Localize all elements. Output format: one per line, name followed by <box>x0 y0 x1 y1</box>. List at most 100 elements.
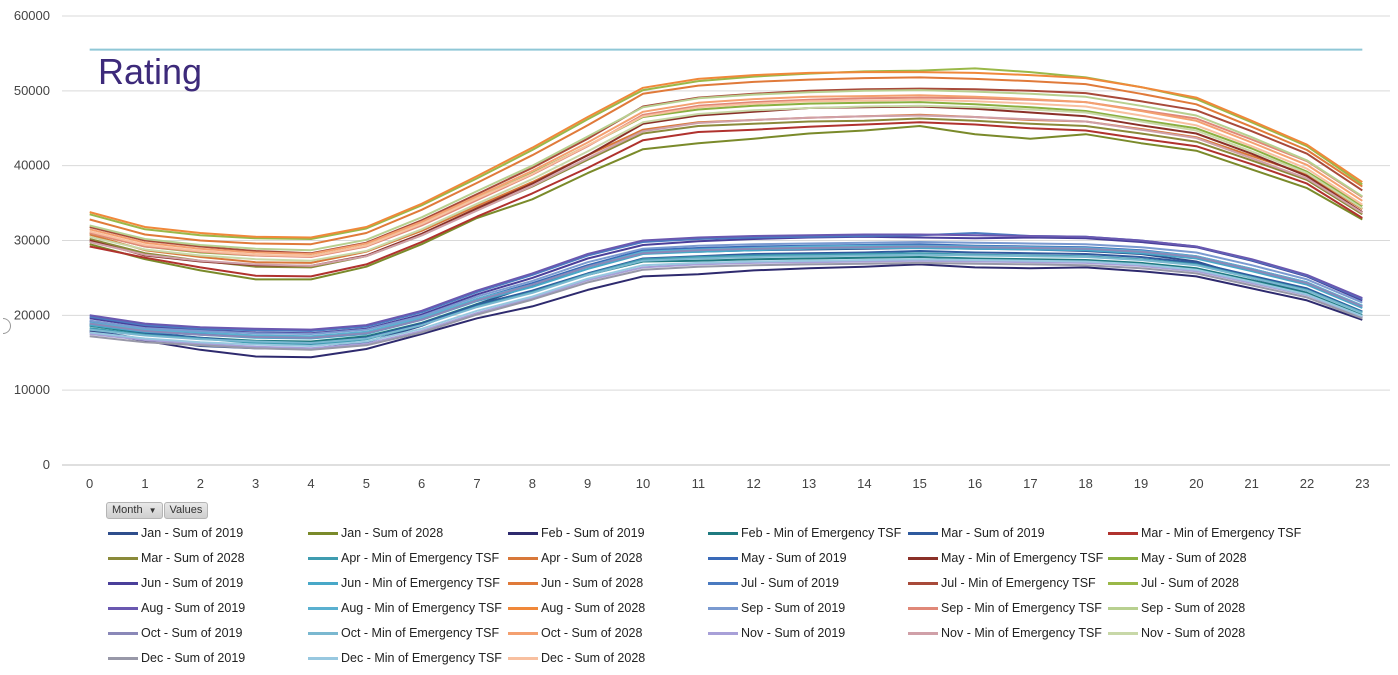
legend-swatch <box>308 531 338 535</box>
legend-swatch <box>508 656 538 660</box>
series-line <box>89 71 1363 239</box>
series-line <box>89 89 1363 252</box>
legend-swatch <box>308 606 338 610</box>
series-line <box>89 121 1363 278</box>
legend-label: Mar - Min of Emergency TSF <box>1141 526 1302 540</box>
legend-swatch <box>308 581 338 585</box>
legend-label: Oct - Sum of 2028 <box>541 626 643 640</box>
series-line <box>89 241 1363 335</box>
legend-label: Dec - Sum of 2019 <box>141 651 246 665</box>
legend-item: Aug - Min of Emergency TSF <box>308 599 508 617</box>
series-line <box>89 253 1363 344</box>
legend-label: Jun - Min of Emergency TSF <box>341 576 500 590</box>
legend-label: Aug - Min of Emergency TSF <box>341 601 502 615</box>
legend-item: May - Sum of 2019 <box>708 549 908 567</box>
legend-label: Jan - Sum of 2019 <box>141 526 244 540</box>
legend-item: May - Sum of 2028 <box>1108 549 1308 567</box>
legend-swatch <box>308 556 338 560</box>
x-tick-label: 6 <box>418 476 425 491</box>
legend-label: Apr - Sum of 2028 <box>541 551 643 565</box>
legend-item: Apr - Min of Emergency TSF <box>308 549 508 567</box>
legend-item: Feb - Sum of 2019 <box>508 524 708 542</box>
legend-item: May - Min of Emergency TSF <box>908 549 1108 567</box>
x-tick-label: 20 <box>1189 476 1203 491</box>
month-field-button[interactable]: Month ▼ <box>106 502 163 519</box>
x-tick-label: 22 <box>1300 476 1314 491</box>
legend-item: Mar - Min of Emergency TSF <box>1108 524 1308 542</box>
legend-swatch <box>508 531 538 535</box>
legend-item: Oct - Sum of 2019 <box>108 624 308 642</box>
legend-swatch <box>908 631 938 635</box>
dropdown-arrow-icon: ▼ <box>148 506 157 515</box>
legend-label: Jun - Sum of 2028 <box>541 576 644 590</box>
legend-label: Jun - Sum of 2019 <box>141 576 244 590</box>
x-tick-label: 16 <box>968 476 982 491</box>
y-tick-label: 40000 <box>14 158 50 173</box>
legend-swatch <box>708 606 738 610</box>
y-tick-label: 20000 <box>14 307 50 322</box>
legend-label: Apr - Min of Emergency TSF <box>341 551 500 565</box>
legend-label: May - Sum of 2019 <box>741 551 847 565</box>
x-tick-label: 19 <box>1134 476 1148 491</box>
legend-item: Sep - Min of Emergency TSF <box>908 599 1108 617</box>
legend-swatch <box>108 631 138 635</box>
legend-label: May - Min of Emergency TSF <box>941 551 1104 565</box>
legend-label: Aug - Sum of 2028 <box>541 601 646 615</box>
legend-label: Jan - Sum of 2028 <box>341 526 444 540</box>
rating-label: Rating <box>98 51 202 92</box>
chart-legend: Jan - Sum of 2019 Jan - Sum of 2028 Feb - … <box>108 524 1368 667</box>
series-line <box>89 258 1363 347</box>
legend-swatch <box>908 556 938 560</box>
series-line <box>89 263 1363 359</box>
series-line <box>89 67 1363 240</box>
legend-swatch <box>108 581 138 585</box>
legend-swatch <box>308 656 338 660</box>
y-tick-label: 0 <box>43 457 50 472</box>
x-tick-label: 18 <box>1078 476 1092 491</box>
x-tick-label: 14 <box>857 476 871 491</box>
series-line <box>89 94 1363 255</box>
legend-item: Feb - Min of Emergency TSF <box>708 524 908 542</box>
x-tick-label: 0 <box>86 476 93 491</box>
series-line <box>89 76 1363 246</box>
series-lines <box>89 67 1363 359</box>
legend-item: Dec - Sum of 2028 <box>508 649 708 667</box>
values-field-label: Values <box>169 504 203 516</box>
legend-item: Jun - Sum of 2019 <box>108 574 308 592</box>
x-tick-label: 23 <box>1355 476 1369 491</box>
y-tick-label: 10000 <box>14 382 50 397</box>
x-tick-label: 12 <box>746 476 760 491</box>
values-field-button[interactable]: Values <box>163 502 209 519</box>
y-tick-label: 30000 <box>14 233 50 248</box>
month-field-label: Month <box>112 504 143 516</box>
legend-item: Jun - Min of Emergency TSF <box>308 574 508 592</box>
legend-label: Nov - Sum of 2028 <box>1141 626 1246 640</box>
legend-label: Nov - Sum of 2019 <box>741 626 846 640</box>
series-line <box>89 104 1363 262</box>
legend-swatch <box>708 581 738 585</box>
legend-swatch <box>508 631 538 635</box>
legend-swatch <box>1108 581 1138 585</box>
legend-swatch <box>108 656 138 660</box>
legend-item: Jul - Min of Emergency TSF <box>908 574 1108 592</box>
legend-swatch <box>108 606 138 610</box>
x-tick-label: 4 <box>307 476 314 491</box>
legend-item: Aug - Sum of 2028 <box>508 599 708 617</box>
legend-item: Jul - Sum of 2028 <box>1108 574 1308 592</box>
x-tick-label: 21 <box>1244 476 1258 491</box>
legend-label: Mar - Sum of 2028 <box>141 551 245 565</box>
x-tick-label: 1 <box>141 476 148 491</box>
x-axis-ticks: 0 1 2 3 4 5 6 7 8 9 10 11 12 13 14 15 16 17 18 19 20 21 22 23 <box>86 476 1370 491</box>
x-tick-label: 13 <box>802 476 816 491</box>
legend-item: Jan - Sum of 2019 <box>108 524 308 542</box>
series-line <box>89 233 1363 331</box>
series-line <box>89 98 1363 258</box>
legend-item: Nov - Sum of 2019 <box>708 624 908 642</box>
legend-label: Sep - Sum of 2028 <box>1141 601 1246 615</box>
x-tick-label: 2 <box>197 476 204 491</box>
legend-label: Jul - Sum of 2028 <box>1141 576 1239 590</box>
x-tick-label: 10 <box>636 476 650 491</box>
legend-item: Apr - Sum of 2028 <box>508 549 708 567</box>
legend-swatch <box>308 631 338 635</box>
